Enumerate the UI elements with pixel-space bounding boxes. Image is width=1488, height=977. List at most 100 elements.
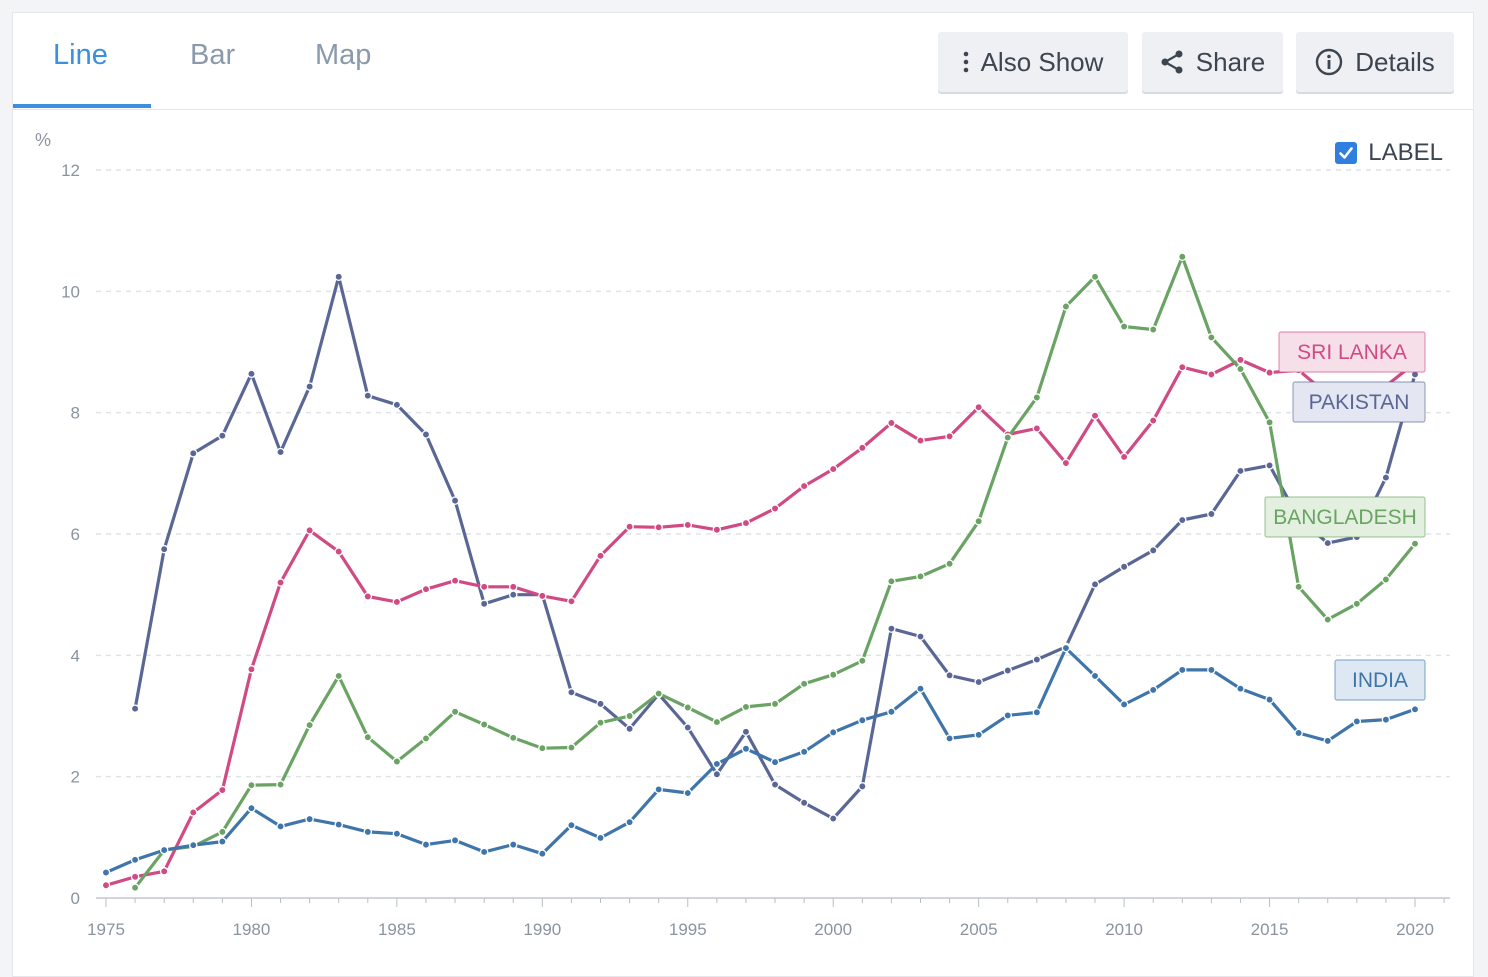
data-point[interactable] — [101, 881, 111, 890]
data-point[interactable] — [916, 572, 925, 581]
data-point[interactable] — [654, 523, 663, 532]
data-point[interactable] — [1381, 715, 1391, 724]
data-point[interactable] — [159, 544, 169, 554]
data-point[interactable] — [567, 688, 576, 697]
data-point[interactable] — [654, 689, 663, 698]
series-line-pakistan[interactable] — [133, 275, 1417, 821]
data-point[interactable] — [1032, 424, 1042, 433]
data-point[interactable] — [334, 547, 343, 556]
data-point[interactable] — [1381, 575, 1391, 584]
series-label-box[interactable] — [1278, 331, 1426, 373]
data-point[interactable] — [1236, 466, 1245, 476]
data-point[interactable] — [392, 400, 402, 410]
data-point[interactable] — [1323, 615, 1332, 624]
data-point[interactable] — [479, 720, 489, 729]
data-point[interactable] — [538, 849, 547, 858]
data-point[interactable] — [247, 780, 256, 790]
data-point[interactable] — [654, 785, 663, 794]
data-point[interactable] — [363, 391, 373, 400]
data-point[interactable] — [334, 272, 343, 282]
data-point[interactable] — [1119, 700, 1129, 709]
data-point[interactable] — [1410, 539, 1420, 548]
data-point[interactable] — [799, 679, 809, 689]
data-point[interactable] — [1236, 364, 1245, 374]
also-show-button[interactable]: Also Show — [938, 32, 1128, 92]
data-point[interactable] — [1323, 538, 1332, 548]
data-point[interactable] — [625, 522, 634, 531]
data-point[interactable] — [770, 699, 780, 709]
data-point[interactable] — [1061, 458, 1071, 468]
data-point[interactable] — [916, 632, 925, 641]
data-point[interactable] — [974, 677, 983, 687]
data-point[interactable] — [538, 743, 547, 753]
data-point[interactable] — [1119, 322, 1129, 331]
data-point[interactable] — [218, 431, 227, 440]
data-point[interactable] — [625, 817, 634, 827]
data-point[interactable] — [1090, 580, 1100, 589]
data-point[interactable] — [1178, 362, 1187, 372]
data-point[interactable] — [828, 670, 838, 679]
data-point[interactable] — [858, 443, 867, 453]
label-checkbox[interactable] — [1335, 142, 1358, 164]
data-point[interactable] — [828, 814, 838, 823]
data-point[interactable] — [1236, 684, 1245, 693]
data-point[interactable] — [1061, 302, 1071, 311]
data-point[interactable] — [596, 833, 605, 843]
data-point[interactable] — [770, 504, 780, 513]
data-point[interactable] — [974, 402, 983, 412]
data-point[interactable] — [1352, 717, 1362, 726]
data-point[interactable] — [887, 707, 896, 717]
data-point[interactable] — [305, 814, 314, 824]
data-point[interactable] — [1352, 599, 1362, 609]
data-point[interactable] — [508, 840, 518, 849]
data-point[interactable] — [1381, 473, 1391, 482]
data-point[interactable] — [683, 703, 693, 712]
series-label[interactable]: INDIA — [1352, 669, 1408, 692]
data-point[interactable] — [683, 723, 693, 732]
data-point[interactable] — [945, 432, 954, 441]
data-point[interactable] — [770, 780, 780, 789]
share-button[interactable]: Share — [1142, 32, 1283, 92]
data-point[interactable] — [218, 837, 227, 846]
data-point[interactable] — [712, 525, 722, 535]
data-point[interactable] — [450, 836, 460, 845]
data-point[interactable] — [450, 496, 460, 505]
data-point[interactable] — [1178, 515, 1187, 525]
data-point[interactable] — [479, 599, 489, 609]
data-point[interactable] — [1294, 582, 1303, 592]
data-point[interactable] — [828, 464, 838, 474]
data-point[interactable] — [479, 582, 489, 592]
tab-map[interactable]: Map — [315, 39, 372, 71]
data-point[interactable] — [770, 757, 780, 767]
data-point[interactable] — [101, 868, 111, 877]
data-point[interactable] — [218, 827, 227, 837]
data-point[interactable] — [712, 759, 722, 769]
data-point[interactable] — [305, 382, 314, 391]
series-line-sri-lanka[interactable] — [104, 358, 1417, 887]
data-point[interactable] — [1119, 452, 1129, 462]
data-point[interactable] — [421, 734, 431, 743]
data-point[interactable] — [392, 757, 402, 766]
data-point[interactable] — [741, 518, 751, 528]
data-point[interactable] — [130, 704, 140, 713]
series-line-bangladesh[interactable] — [133, 255, 1417, 890]
data-point[interactable] — [799, 747, 809, 757]
data-point[interactable] — [450, 576, 460, 585]
data-point[interactable] — [683, 520, 693, 530]
data-point[interactable] — [1207, 509, 1216, 519]
data-point[interactable] — [1265, 418, 1274, 427]
data-point[interactable] — [247, 369, 256, 379]
data-point[interactable] — [625, 711, 634, 721]
data-point[interactable] — [392, 829, 402, 838]
data-point[interactable] — [1090, 671, 1100, 681]
data-point[interactable] — [130, 855, 140, 865]
data-point[interactable] — [974, 517, 983, 526]
data-point[interactable] — [1032, 708, 1042, 717]
data-point[interactable] — [392, 597, 402, 607]
data-point[interactable] — [508, 733, 518, 743]
data-point[interactable] — [1003, 711, 1013, 720]
data-point[interactable] — [130, 883, 140, 892]
data-point[interactable] — [538, 591, 547, 601]
data-point[interactable] — [276, 780, 285, 789]
data-point[interactable] — [916, 684, 925, 693]
